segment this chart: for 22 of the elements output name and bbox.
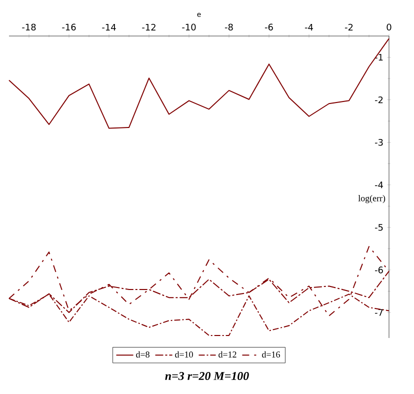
y-axis-title: log(err) bbox=[358, 195, 386, 204]
y-tick-label: -6 bbox=[374, 266, 383, 274]
legend-label: d=8 bbox=[136, 351, 150, 358]
x-tick-label: -8 bbox=[224, 24, 233, 30]
x-tick-label: 0 bbox=[386, 24, 392, 30]
y-tick-label: -4 bbox=[374, 182, 383, 188]
legend-label: d=16 bbox=[262, 351, 280, 358]
x-tick-label: -2 bbox=[344, 24, 353, 30]
y-tick-label: -1 bbox=[374, 54, 383, 61]
x-tick-label: -10 bbox=[182, 24, 196, 30]
x-tick-label: -16 bbox=[62, 24, 76, 30]
x-tick-label: -14 bbox=[102, 24, 116, 30]
y-tick-label: -2 bbox=[374, 96, 383, 104]
y-tick-label: -5 bbox=[374, 224, 383, 231]
x-tick-label: -18 bbox=[22, 24, 36, 30]
legend-label: d=10 bbox=[175, 351, 193, 358]
x-tick-label: -12 bbox=[142, 24, 156, 30]
x-tick-label: -4 bbox=[304, 24, 313, 30]
legend-label: d=12 bbox=[218, 351, 236, 358]
y-tick-label: -3 bbox=[374, 138, 383, 146]
x-tick-label: -6 bbox=[264, 24, 273, 30]
text: n=3 r=20 M=100 bbox=[165, 372, 249, 380]
